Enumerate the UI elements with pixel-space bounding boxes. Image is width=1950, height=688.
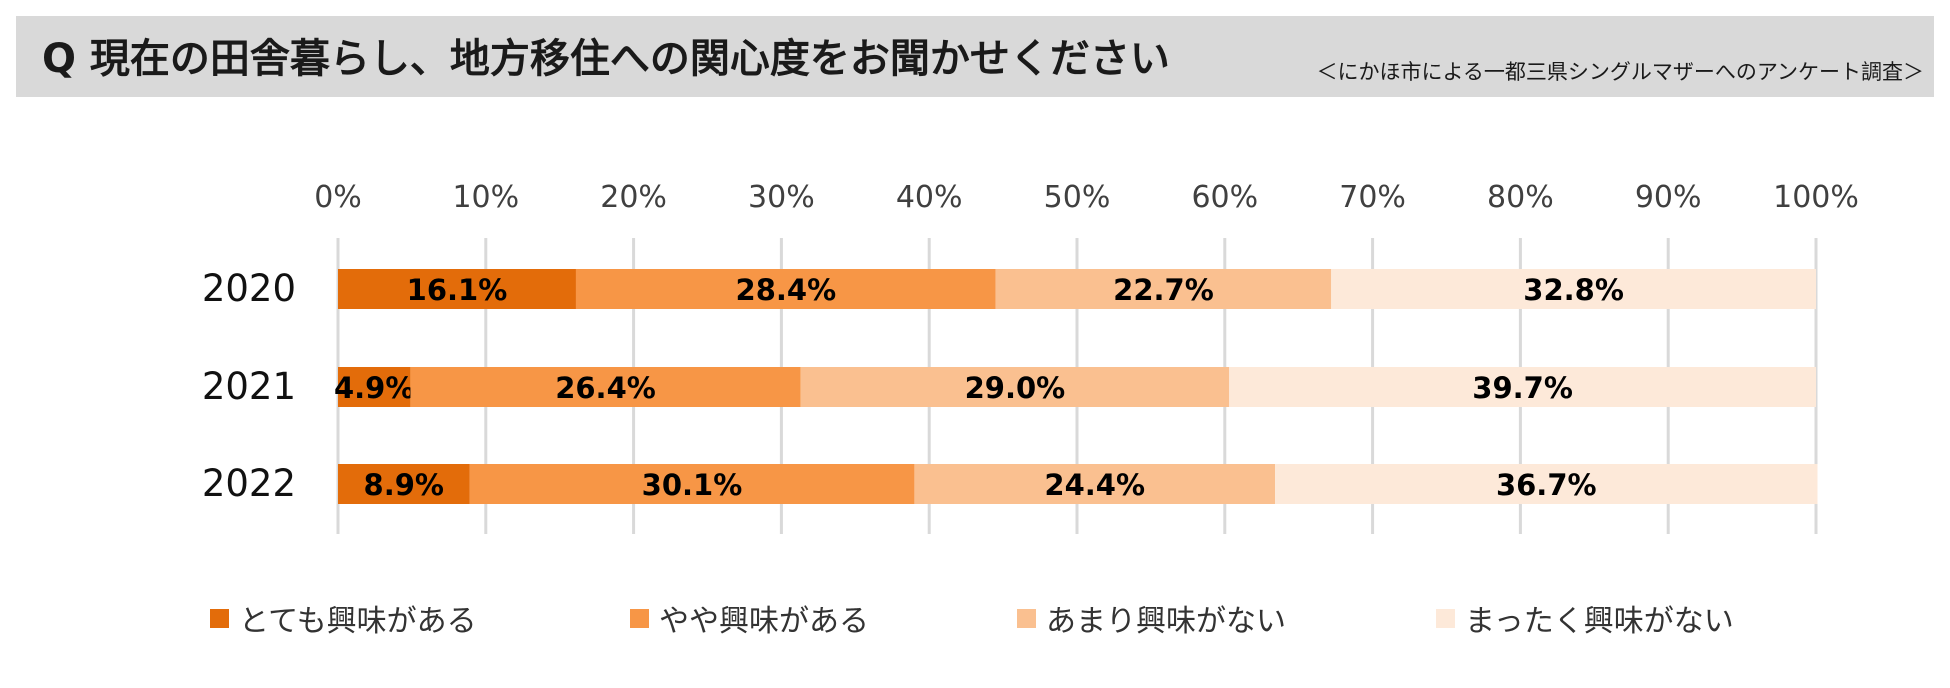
bar-segment-2022-series-3 bbox=[1275, 464, 1818, 504]
chart-subtitle: ＜にかほ市による一都三県シングルマザーへのアンケート調査＞ bbox=[1316, 60, 1924, 84]
data-label-2022-series-2: 24.4% bbox=[1044, 468, 1145, 502]
category-label-2020: 2020 bbox=[202, 267, 296, 310]
x-tick-label-10: 100% bbox=[1773, 180, 1859, 215]
x-tick-label-5: 50% bbox=[1044, 180, 1111, 215]
x-tick-label-8: 80% bbox=[1487, 180, 1554, 215]
x-tick-label-7: 70% bbox=[1339, 180, 1406, 215]
data-label-2022-series-0: 8.9% bbox=[364, 468, 444, 502]
data-label-2022-series-3: 36.7% bbox=[1496, 468, 1597, 502]
category-label-2021: 2021 bbox=[202, 365, 296, 408]
data-label-2020-series-1: 28.4% bbox=[736, 273, 837, 307]
x-tick-label-0: 0% bbox=[314, 180, 362, 215]
bar-segment-2021-series-2 bbox=[800, 367, 1230, 407]
x-tick-label-1: 10% bbox=[452, 180, 519, 215]
header-banner: Q 現在の田舎暮らし、地方移住への関心度をお聞かせください ＜にかほ市による一都… bbox=[16, 16, 1934, 97]
bar-segment-2020-series-3 bbox=[1331, 269, 1816, 309]
x-tick-label-4: 40% bbox=[896, 180, 963, 215]
x-tick-label-3: 30% bbox=[748, 180, 815, 215]
x-tick-label-2: 20% bbox=[600, 180, 667, 215]
bar-segment-2020-series-2 bbox=[995, 269, 1332, 309]
data-label-2021-series-3: 39.7% bbox=[1472, 371, 1573, 405]
data-label-2020-series-0: 16.1% bbox=[407, 273, 508, 307]
bar-segment-2021-series-0 bbox=[338, 367, 411, 407]
bar-segment-2022-series-1 bbox=[469, 464, 915, 504]
data-label-2020-series-2: 22.7% bbox=[1113, 273, 1214, 307]
data-label-2021-series-0: 4.9% bbox=[334, 371, 414, 405]
data-label-2021-series-1: 26.4% bbox=[555, 371, 656, 405]
bar-segment-2020-series-0 bbox=[338, 269, 576, 309]
data-label-2020-series-3: 32.8% bbox=[1523, 273, 1624, 307]
x-tick-label-6: 60% bbox=[1191, 180, 1258, 215]
x-tick-label-9: 90% bbox=[1635, 180, 1702, 215]
bar-segment-2021-series-1 bbox=[410, 367, 801, 407]
category-label-2022: 2022 bbox=[202, 462, 296, 505]
data-label-2021-series-2: 29.0% bbox=[965, 371, 1066, 405]
bar-segment-2022-series-2 bbox=[914, 464, 1276, 504]
bar-segment-2022-series-0 bbox=[338, 464, 470, 504]
data-label-2022-series-1: 30.1% bbox=[642, 468, 743, 502]
bar-segment-2020-series-1 bbox=[575, 269, 996, 309]
chart-title: Q 現在の田舎暮らし、地方移住への関心度をお聞かせください bbox=[42, 36, 1170, 82]
bar-segment-2021-series-3 bbox=[1229, 367, 1816, 407]
